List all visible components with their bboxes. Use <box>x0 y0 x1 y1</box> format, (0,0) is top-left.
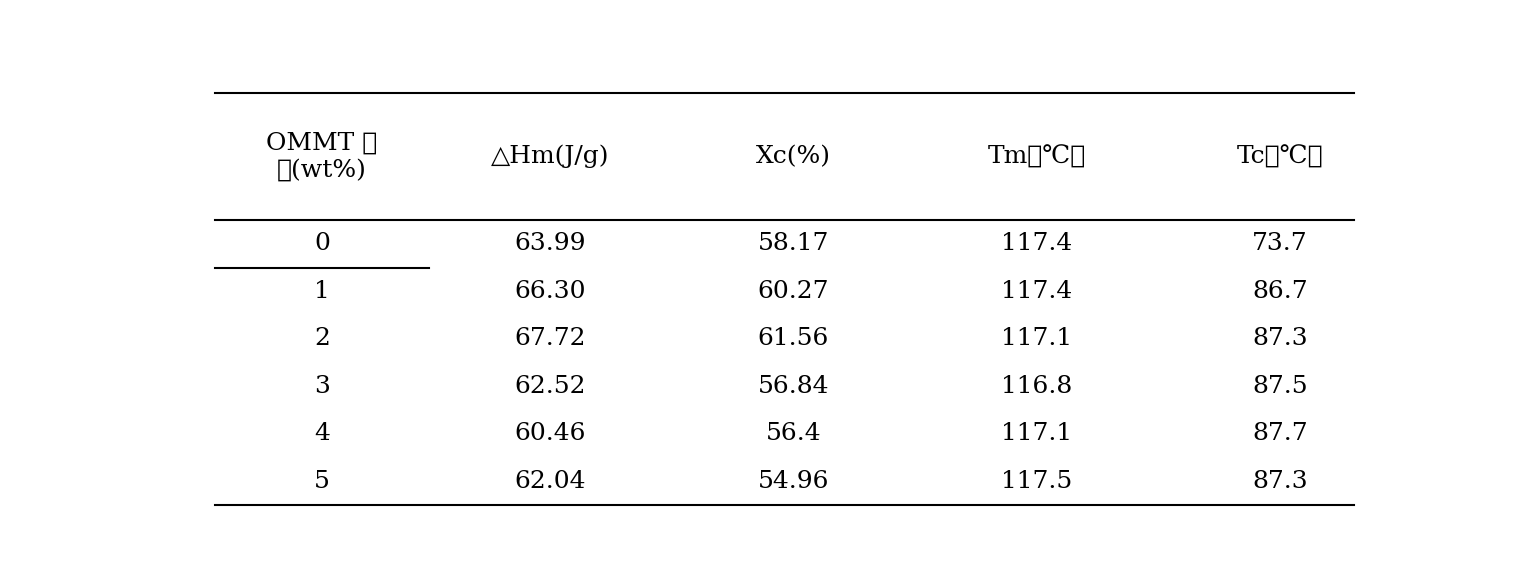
Text: OMMT 用
量(wt%): OMMT 用 量(wt%) <box>266 132 378 181</box>
Text: 61.56: 61.56 <box>758 328 830 350</box>
Text: 56.84: 56.84 <box>758 375 830 398</box>
Text: 116.8: 116.8 <box>1001 375 1072 398</box>
Text: 67.72: 67.72 <box>514 328 586 350</box>
Text: Tc（℃）: Tc（℃） <box>1237 145 1323 168</box>
Text: 63.99: 63.99 <box>514 232 586 255</box>
Text: 87.3: 87.3 <box>1252 470 1307 493</box>
Text: 62.04: 62.04 <box>514 470 586 493</box>
Text: Xc(%): Xc(%) <box>756 145 831 168</box>
Text: 117.1: 117.1 <box>1001 422 1072 445</box>
Text: 54.96: 54.96 <box>758 470 830 493</box>
Text: 3: 3 <box>314 375 329 398</box>
Text: 87.7: 87.7 <box>1252 422 1307 445</box>
Text: 56.4: 56.4 <box>766 422 821 445</box>
Text: 87.5: 87.5 <box>1252 375 1307 398</box>
Text: 0: 0 <box>314 232 329 255</box>
Text: Tm（℃）: Tm（℃） <box>987 145 1085 168</box>
Text: 62.52: 62.52 <box>514 375 586 398</box>
Text: 117.5: 117.5 <box>1001 470 1072 493</box>
Text: 117.4: 117.4 <box>1001 232 1072 255</box>
Text: 117.1: 117.1 <box>1001 328 1072 350</box>
Text: 2: 2 <box>314 328 329 350</box>
Text: 86.7: 86.7 <box>1252 280 1307 303</box>
Text: 4: 4 <box>314 422 329 445</box>
Text: 1: 1 <box>314 280 329 303</box>
Text: 66.30: 66.30 <box>514 280 586 303</box>
Text: 73.7: 73.7 <box>1252 232 1307 255</box>
Text: 60.46: 60.46 <box>514 422 586 445</box>
Text: 87.3: 87.3 <box>1252 328 1307 350</box>
Text: 60.27: 60.27 <box>758 280 830 303</box>
Text: 58.17: 58.17 <box>758 232 830 255</box>
Text: △Hm(J/g): △Hm(J/g) <box>491 145 609 168</box>
Text: 117.4: 117.4 <box>1001 280 1072 303</box>
Text: 5: 5 <box>314 470 329 493</box>
